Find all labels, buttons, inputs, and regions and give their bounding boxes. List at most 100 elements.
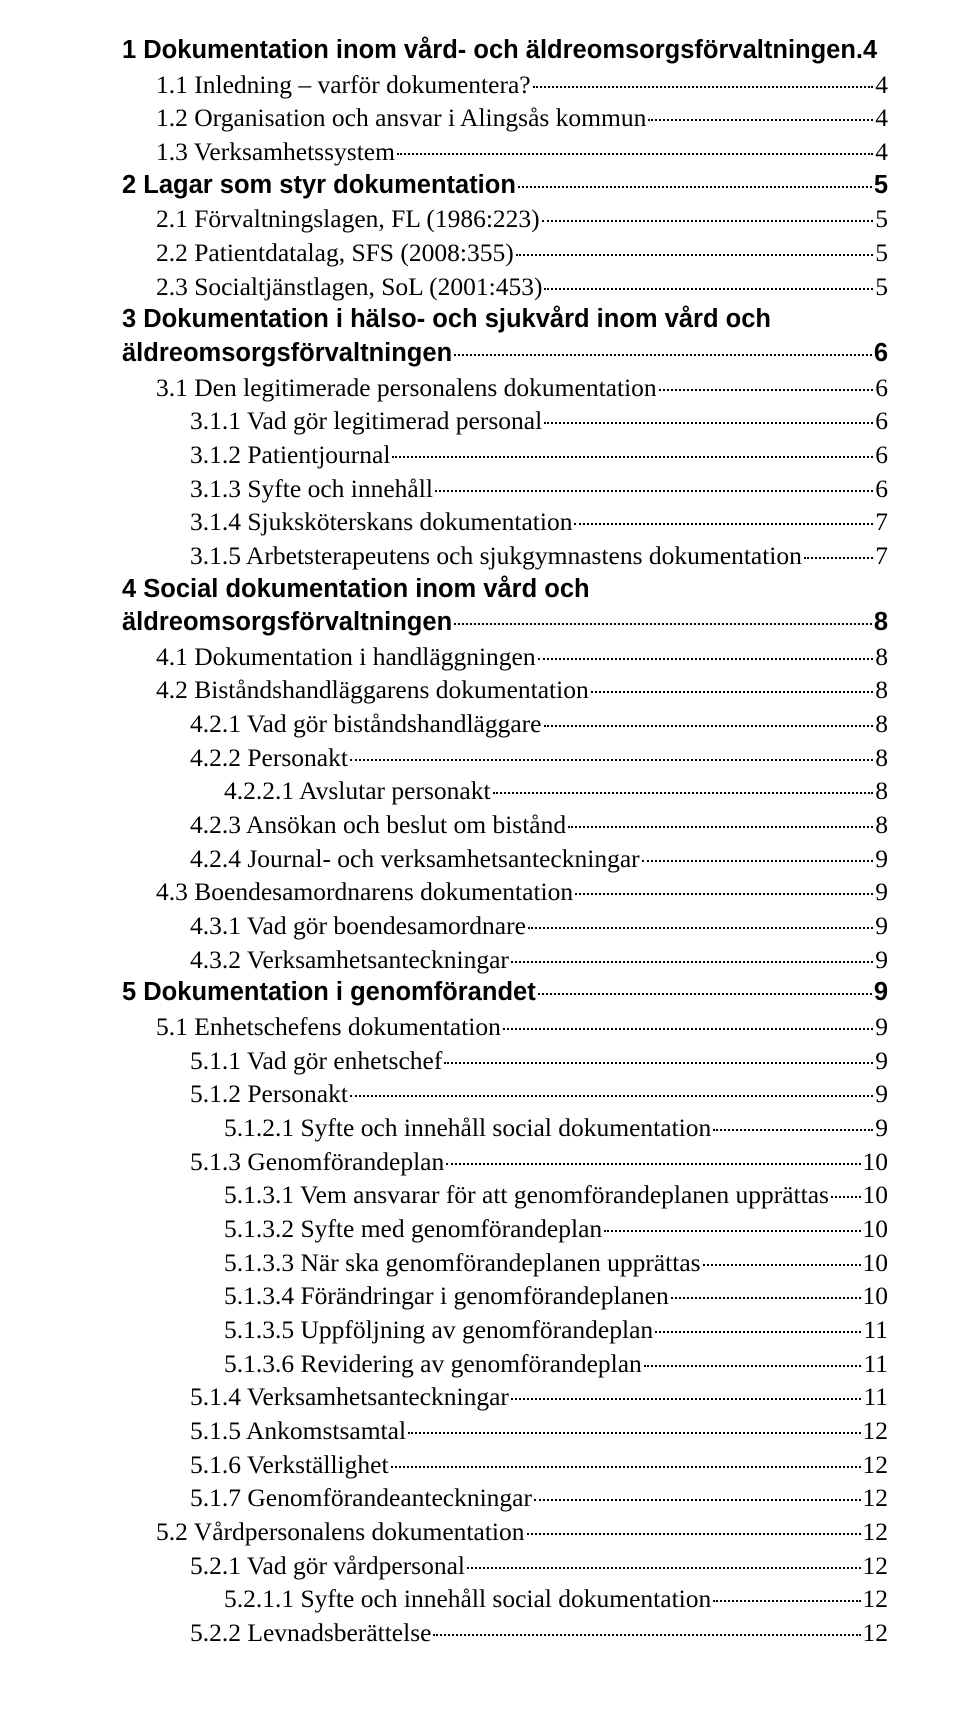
toc-entry-text: 2.2 Patientdatalag, SFS (2008:355) bbox=[156, 236, 514, 270]
toc-entry[interactable]: 5.2 Vårdpersonalens dokumentation12 bbox=[122, 1515, 888, 1549]
toc-entry-page: 11 bbox=[863, 1347, 888, 1381]
toc-dot-leader bbox=[604, 1230, 860, 1232]
toc-entry[interactable]: 4.2 Biståndshandläggarens dokumentation8 bbox=[122, 673, 888, 707]
toc-entry[interactable]: 1.3 Verksamhetssystem4 bbox=[122, 135, 888, 169]
toc-entry[interactable]: 4.2.4 Journal- och verksamhetsanteckning… bbox=[122, 842, 888, 876]
toc-entry[interactable]: 3 Dokumentation i hälso- och sjukvård in… bbox=[122, 303, 888, 337]
toc-entry-page: 5 bbox=[875, 236, 888, 270]
toc-entry[interactable]: 5.1.2.1 Syfte och innehåll social dokume… bbox=[122, 1111, 888, 1145]
toc-entry[interactable]: 3.1.1 Vad gör legitimerad personal 6 bbox=[122, 404, 888, 438]
toc-entry-page: 12 bbox=[863, 1549, 889, 1583]
toc-entry[interactable]: 2.1 Förvaltningslagen, FL (1986:223)5 bbox=[122, 202, 888, 236]
toc-entry[interactable]: 4.2.1 Vad gör biståndshandläggare8 bbox=[122, 707, 888, 741]
toc-entry-page: 12 bbox=[863, 1616, 889, 1650]
toc-entry[interactable]: 4.2.2 Personakt 8 bbox=[122, 741, 888, 775]
toc-entry-page: 4 bbox=[875, 135, 888, 169]
toc-entry-page: 12 bbox=[863, 1481, 889, 1515]
toc-entry-page: 6 bbox=[875, 371, 888, 405]
toc-dot-leader bbox=[575, 893, 873, 895]
toc-entry[interactable]: 4.3.2 Verksamhetsanteckningar9 bbox=[122, 943, 888, 977]
toc-entry-text: 4 Social dokumentation inom vård och bbox=[122, 573, 590, 607]
toc-entry[interactable]: 2.2 Patientdatalag, SFS (2008:355) 5 bbox=[122, 236, 888, 270]
toc-entry[interactable]: 5.1.6 Verkställighet12 bbox=[122, 1448, 888, 1482]
toc-entry[interactable]: 5.1.3.4 Förändringar i genomförandeplane… bbox=[122, 1279, 888, 1313]
toc-entry-text: 5.2.1.1 Syfte och innehåll social dokume… bbox=[224, 1582, 711, 1616]
toc-entry-page: 6 bbox=[875, 404, 888, 438]
toc-dot-leader bbox=[350, 759, 873, 761]
toc-entry-page: 8 bbox=[875, 673, 888, 707]
toc-entry-page: 8 bbox=[875, 741, 888, 775]
toc-entry[interactable]: 5.1.7 Genomförandeanteckningar12 bbox=[122, 1481, 888, 1515]
toc-entry[interactable]: 2.3 Socialtjänstlagen, SoL (2001:453)5 bbox=[122, 270, 888, 304]
toc-entry-page: 9 bbox=[875, 943, 888, 977]
toc-entry[interactable]: 1.1 Inledning – varför dokumentera?4 bbox=[122, 68, 888, 102]
toc-entry[interactable]: 5 Dokumentation i genomförandet 9 bbox=[122, 976, 888, 1010]
toc-entry-page: 4 bbox=[875, 101, 888, 135]
toc-entry[interactable]: 1 Dokumentation inom vård- och äldreomso… bbox=[122, 34, 888, 68]
toc-entry-text: 3 Dokumentation i hälso- och sjukvård in… bbox=[122, 303, 771, 337]
toc-entry-text: 5.1.2.1 Syfte och innehåll social dokume… bbox=[224, 1111, 711, 1145]
toc-entry-text: 1.1 Inledning – varför dokumentera? bbox=[156, 68, 531, 102]
toc-entry-text: 5.1.3.1 Vem ansvarar för att genomförand… bbox=[224, 1178, 829, 1212]
toc-entry[interactable]: 3.1.2 Patientjournal6 bbox=[122, 438, 888, 472]
toc-entry[interactable]: 4 Social dokumentation inom vård och bbox=[122, 573, 888, 607]
toc-dot-leader bbox=[655, 1331, 861, 1333]
toc-entry[interactable]: 2 Lagar som styr dokumentation5 bbox=[122, 169, 888, 203]
toc-dot-leader bbox=[574, 523, 873, 525]
toc-dot-leader bbox=[493, 792, 874, 794]
toc-entry-page: 9 bbox=[875, 1044, 888, 1078]
toc-dot-leader bbox=[516, 254, 874, 256]
toc-entry[interactable]: 5.1.4 Verksamhetsanteckningar11 bbox=[122, 1380, 888, 1414]
toc-entry-page: 9 bbox=[875, 1010, 888, 1044]
toc-entry-page: 10 bbox=[863, 1212, 889, 1246]
toc-dot-leader bbox=[831, 1196, 861, 1198]
toc-entry[interactable]: 4.2.2.1 Avslutar personakt8 bbox=[122, 774, 888, 808]
toc-entry-text: 4.2.2 Personakt bbox=[190, 741, 348, 775]
toc-entry[interactable]: 3.1.4 Sjuksköterskans dokumentation7 bbox=[122, 505, 888, 539]
toc-entry[interactable]: 1.2 Organisation och ansvar i Alingsås k… bbox=[122, 101, 888, 135]
toc-entry[interactable]: 5.2.1.1 Syfte och innehåll social dokume… bbox=[122, 1582, 888, 1616]
toc-entry-page: 12 bbox=[863, 1515, 889, 1549]
toc-entry-text: 1 Dokumentation inom vård- och äldreomso… bbox=[122, 34, 863, 68]
toc-entry[interactable]: 5.1.3.6 Revidering av genomförandeplan 11 bbox=[122, 1347, 888, 1381]
toc-entry-continuation[interactable]: äldreomsorgsförvaltningen8 bbox=[122, 606, 888, 640]
toc-dot-leader bbox=[518, 186, 872, 188]
toc-entry[interactable]: 5.1.3 Genomförandeplan10 bbox=[122, 1145, 888, 1179]
toc-entry[interactable]: 4.1 Dokumentation i handläggningen8 bbox=[122, 640, 888, 674]
toc-entry[interactable]: 4.3 Boendesamordnarens dokumentation9 bbox=[122, 875, 888, 909]
toc-entry-text: 5.1.3.6 Revidering av genomförandeplan bbox=[224, 1347, 642, 1381]
toc-entry[interactable]: 5.1.3.5 Uppföljning av genomförandeplan1… bbox=[122, 1313, 888, 1347]
toc-entry-page: 9 bbox=[875, 1111, 888, 1145]
toc-entry-text: 5 Dokumentation i genomförandet bbox=[122, 976, 536, 1010]
toc-entry-text: 3.1.1 Vad gör legitimerad personal bbox=[190, 404, 542, 438]
toc-entry-text: 5.1.3.4 Förändringar i genomförandeplane… bbox=[224, 1279, 669, 1313]
toc-dot-leader bbox=[391, 1466, 861, 1468]
toc-dot-leader bbox=[467, 1567, 860, 1569]
toc-entry[interactable]: 5.1.3.3 När ska genomförandeplanen upprä… bbox=[122, 1246, 888, 1280]
toc-entry-text: 5.1.3.2 Syfte med genomförandeplan bbox=[224, 1212, 602, 1246]
toc-entry[interactable]: 3.1.5 Arbetsterapeutens och sjukgymnaste… bbox=[122, 539, 888, 573]
toc-entry[interactable]: 5.2.2 Levnadsberättelse12 bbox=[122, 1616, 888, 1650]
toc-dot-leader bbox=[538, 658, 874, 660]
toc-entry[interactable]: 5.1.5 Ankomstsamtal12 bbox=[122, 1414, 888, 1448]
toc-dot-leader bbox=[648, 119, 873, 121]
toc-dot-leader bbox=[642, 860, 874, 862]
toc-entry[interactable]: 4.3.1 Vad gör boendesamordnare9 bbox=[122, 909, 888, 943]
toc-entry[interactable]: 5.2.1 Vad gör vårdpersonal12 bbox=[122, 1549, 888, 1583]
toc-entry-text: 5.1.1 Vad gör enhetschef bbox=[190, 1044, 442, 1078]
toc-entry[interactable]: 5.1 Enhetschefens dokumentation9 bbox=[122, 1010, 888, 1044]
toc-entry-page: 5 bbox=[875, 270, 888, 304]
toc-entry-text: 5.1.3.3 När ska genomförandeplanen upprä… bbox=[224, 1246, 701, 1280]
toc-entry-page: 12 bbox=[863, 1582, 889, 1616]
toc-entry[interactable]: 5.1.2 Personakt9 bbox=[122, 1077, 888, 1111]
toc-entry[interactable]: 3.1 Den legitimerade personalens dokumen… bbox=[122, 371, 888, 405]
toc-entry-page: 5 bbox=[874, 169, 888, 203]
toc-dot-leader bbox=[659, 389, 874, 391]
toc-entry[interactable]: 5.1.3.1 Vem ansvarar för att genomförand… bbox=[122, 1178, 888, 1212]
toc-entry[interactable]: 4.2.3 Ansökan och beslut om bistånd8 bbox=[122, 808, 888, 842]
toc-entry[interactable]: 5.1.3.2 Syfte med genomförandeplan 10 bbox=[122, 1212, 888, 1246]
toc-entry-continuation[interactable]: äldreomsorgsförvaltningen6 bbox=[122, 337, 888, 371]
toc-entry[interactable]: 5.1.1 Vad gör enhetschef 9 bbox=[122, 1044, 888, 1078]
toc-entry[interactable]: 3.1.3 Syfte och innehåll6 bbox=[122, 472, 888, 506]
toc-entry-page: 7 bbox=[875, 539, 888, 573]
